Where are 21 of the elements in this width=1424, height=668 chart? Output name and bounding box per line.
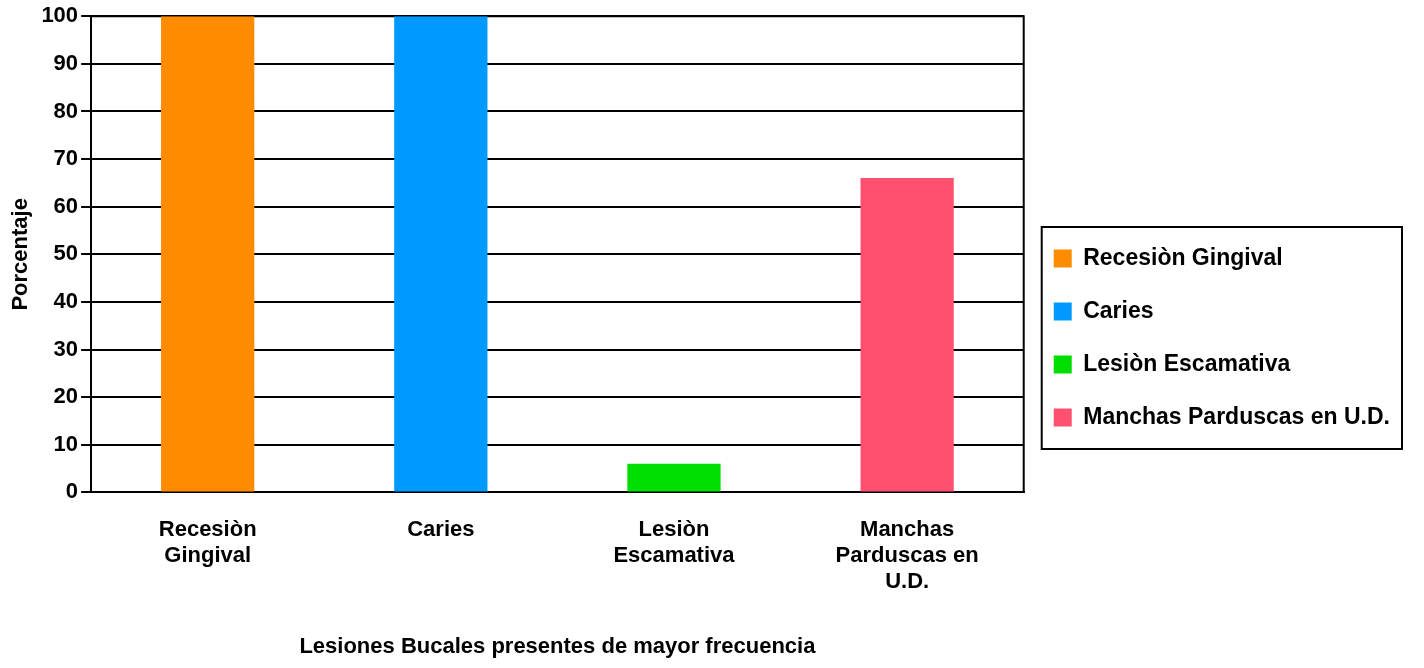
y-tick-label: 10 (53, 430, 79, 456)
x-tick-label: Caries (407, 515, 475, 541)
y-tick-label: 90 (53, 49, 79, 75)
x-axis-title: Lesiones Bucales presentes de mayor frecuencia (299, 632, 817, 658)
y-axis-title: Porcentaje (7, 198, 33, 311)
x-tick-label: Recesiòn Gingival (158, 515, 257, 568)
legend-label: Lesiòn Escamativa (1083, 349, 1291, 376)
x-tick-label: Manchas Parduscas en U.D. (835, 515, 979, 594)
x-tick-label: Lesiòn Escamativa (613, 515, 736, 568)
legend-label: Caries (1083, 296, 1154, 323)
legend-label: Recesiòn Gingival (1083, 243, 1283, 270)
y-tick-label: 40 (53, 287, 79, 313)
y-tick-label: 70 (53, 145, 79, 171)
y-tick-label: 50 (53, 240, 79, 266)
legend-label: Manchas Parduscas en U.D. (1083, 402, 1391, 429)
y-tick-label: 80 (53, 97, 79, 123)
y-tick-label: 30 (53, 335, 79, 361)
y-tick-label: 20 (53, 383, 79, 409)
y-tick-label: 0 (65, 478, 79, 504)
y-tick-label: 100 (41, 2, 79, 28)
y-tick-label: 60 (53, 192, 79, 218)
